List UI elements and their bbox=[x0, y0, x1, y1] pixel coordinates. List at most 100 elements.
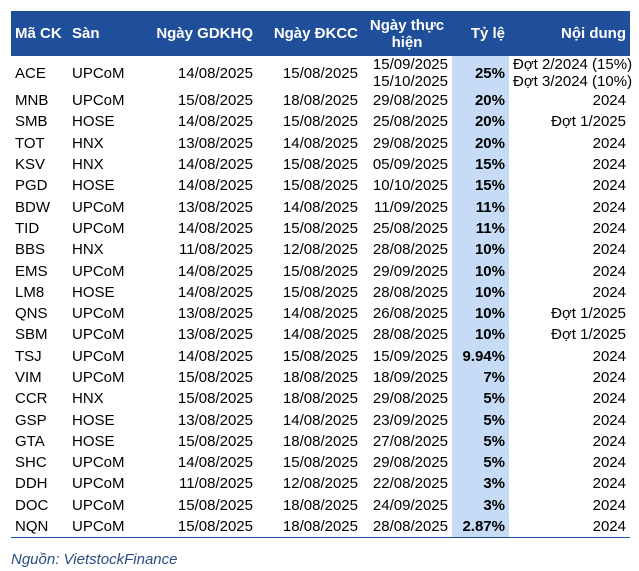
table-row: BDW UPCoM 13/08/2025 14/08/2025 11/09/2025 11… bbox=[11, 196, 630, 218]
cell-ratio: 10% bbox=[452, 324, 509, 346]
cell-pay-date: 15/09/2025 15/10/2025 bbox=[362, 56, 452, 90]
cell-content: 2024 bbox=[509, 282, 630, 303]
table-body: ACE UPCoM 14/08/2025 15/08/2025 15/09/2025 15… bbox=[11, 56, 633, 539]
cell-pay-date: 29/08/2025 bbox=[362, 133, 452, 154]
cell-record-date: 14/08/2025 bbox=[282, 198, 358, 216]
cell-ex-date: 15/08/2025 bbox=[136, 515, 257, 539]
cell-ex-date: 13/08/2025 bbox=[177, 134, 253, 152]
cell-ex-date: 11/08/2025 bbox=[179, 475, 253, 493]
cell-pay-date: 23/09/2025 bbox=[362, 409, 452, 430]
table-row: SHC UPCoM 14/08/2025 15/08/2025 29/08/2025 5%… bbox=[11, 452, 630, 474]
cell-ex-date: 15/08/2025 bbox=[177, 390, 253, 408]
cell-pay-date: 28/08/2025 bbox=[362, 515, 452, 539]
cell-ratio: 10% bbox=[452, 239, 509, 261]
cell-ratio: 10% bbox=[452, 260, 509, 282]
cell-line: Đợt 1/2025 bbox=[551, 305, 626, 323]
header-ticker: Mã CK bbox=[11, 11, 68, 56]
table-row: TOT HNX 13/08/2025 14/08/2025 29/08/2025 20% 2… bbox=[11, 132, 630, 154]
cell-content: Đợt 1/2025 bbox=[509, 303, 630, 324]
cell-line: Đợt 2/2024 (15%) bbox=[513, 56, 633, 73]
cell-ex-date: 14/08/2025 bbox=[177, 262, 253, 280]
cell-ex-date: 11/08/2025 bbox=[179, 241, 253, 259]
cell-ex-date: 15/08/2025 bbox=[177, 496, 253, 514]
cell-line: 2024 bbox=[592, 475, 626, 493]
cell-record-date: 14/08/2025 bbox=[282, 411, 358, 429]
cell-line: 15/09/2025 bbox=[372, 56, 448, 73]
cell-exchange: UPCoM bbox=[72, 369, 125, 386]
table-row: TID UPCoM 14/08/2025 15/08/2025 25/08/2025 11… bbox=[11, 217, 630, 240]
cell-ratio: 20% bbox=[452, 111, 509, 133]
cell-exchange: UPCoM bbox=[72, 347, 125, 365]
cell-content: 2024 bbox=[509, 239, 630, 260]
cell-ratio: 5% bbox=[452, 452, 509, 474]
cell-line: 23/09/2025 bbox=[372, 411, 448, 429]
cell-ratio: 7% bbox=[452, 366, 509, 389]
cell-content: 2024 bbox=[509, 367, 630, 388]
cell-ratio: 11% bbox=[452, 196, 509, 218]
cell-record-date: 15/08/2025 bbox=[282, 177, 358, 195]
cell-ticker: SHC bbox=[15, 454, 47, 472]
cell-ex-date: 15/08/2025 bbox=[177, 432, 253, 450]
cell-line: 28/08/2025 bbox=[372, 326, 448, 344]
cell-ratio: 5% bbox=[452, 388, 509, 410]
cell-ticker: MNB bbox=[15, 92, 49, 110]
cell-ticker: CCR bbox=[15, 390, 48, 408]
cell-pay-date: 18/09/2025 bbox=[362, 367, 452, 388]
cell-content: 2024 bbox=[509, 495, 630, 516]
cell-ratio: 25% bbox=[452, 56, 509, 90]
cell-ex-date: 14/08/2025 bbox=[177, 156, 253, 174]
table-row: CCR HNX 15/08/2025 18/08/2025 29/08/2025 5% 20… bbox=[11, 388, 630, 410]
cell-ticker: DOC bbox=[15, 496, 49, 514]
cell-line: Đợt 3/2024 (10%) bbox=[513, 73, 633, 90]
cell-content: Đợt 2/2024 (15%) Đợt 3/2024 (10%) bbox=[509, 56, 633, 90]
cell-record-date: 18/08/2025 bbox=[257, 515, 362, 539]
cell-exchange: UPCoM bbox=[72, 454, 125, 472]
cell-line: 2024 bbox=[592, 198, 626, 216]
cell-ratio: 10% bbox=[452, 281, 509, 303]
cell-pay-date: 22/08/2025 bbox=[362, 473, 452, 494]
cell-line: 25/08/2025 bbox=[372, 113, 448, 131]
cell-exchange: UPCoM bbox=[72, 219, 125, 237]
cell-content: 2024 bbox=[509, 133, 630, 154]
cell-ticker: ACE bbox=[15, 64, 46, 82]
table-header-row: Mã CK Sàn Ngày GDKHQ Ngày ĐKCC Ngày thực… bbox=[11, 11, 630, 56]
cell-ticker: GSP bbox=[15, 411, 47, 429]
cell-pay-date: 28/08/2025 bbox=[362, 282, 452, 303]
cell-line: 2024 bbox=[592, 454, 626, 472]
cell-ex-date: 14/08/2025 bbox=[177, 219, 253, 237]
cell-record-date: 15/08/2025 bbox=[282, 454, 358, 472]
cell-ratio: 9.94% bbox=[452, 345, 509, 367]
table-row: GSP HOSE 13/08/2025 14/08/2025 23/09/2025 5% 2… bbox=[11, 409, 630, 431]
cell-ticker: NQN bbox=[11, 515, 68, 539]
cell-line: 28/08/2025 bbox=[372, 283, 448, 301]
cell-record-date: 18/08/2025 bbox=[282, 432, 358, 450]
table-row: MNB UPCoM 15/08/2025 18/08/2025 29/08/2025 20… bbox=[11, 90, 630, 112]
cell-exchange: UPCoM bbox=[68, 515, 136, 539]
cell-line: 2024 bbox=[592, 134, 626, 152]
cell-ratio: 3% bbox=[452, 473, 509, 495]
cell-record-date: 15/08/2025 bbox=[282, 283, 358, 301]
cell-line: 29/09/2025 bbox=[372, 262, 448, 280]
cell-exchange: UPCoM bbox=[72, 475, 125, 493]
cell-record-date: 15/08/2025 bbox=[282, 262, 358, 280]
cell-ex-date: 13/08/2025 bbox=[177, 411, 253, 429]
cell-ratio: 5% bbox=[452, 430, 509, 453]
cell-content: 2024 bbox=[509, 346, 630, 367]
cell-exchange: UPCoM bbox=[72, 262, 125, 280]
cell-line: 2024 bbox=[592, 411, 626, 429]
table-row: PGD HOSE 14/08/2025 15/08/2025 10/10/2025 15%… bbox=[11, 175, 630, 197]
cell-exchange: HOSE bbox=[72, 432, 115, 450]
cell-content: 2024 bbox=[509, 515, 630, 539]
cell-content: 2024 bbox=[509, 218, 630, 239]
cell-ex-date: 14/08/2025 bbox=[177, 283, 253, 301]
cell-content: 2024 bbox=[509, 175, 630, 196]
cell-ex-date: 14/08/2025 bbox=[177, 454, 253, 472]
cell-line: 2024 bbox=[592, 518, 626, 536]
cell-record-date: 18/08/2025 bbox=[282, 390, 358, 408]
cell-record-date: 18/08/2025 bbox=[282, 92, 358, 110]
cell-ratio: 2.87% bbox=[452, 515, 509, 539]
cell-record-date: 12/08/2025 bbox=[282, 241, 358, 259]
cell-ticker: PGD bbox=[15, 177, 48, 195]
cell-pay-date: 24/09/2025 bbox=[362, 495, 452, 516]
cell-record-date: 18/08/2025 bbox=[282, 369, 358, 386]
